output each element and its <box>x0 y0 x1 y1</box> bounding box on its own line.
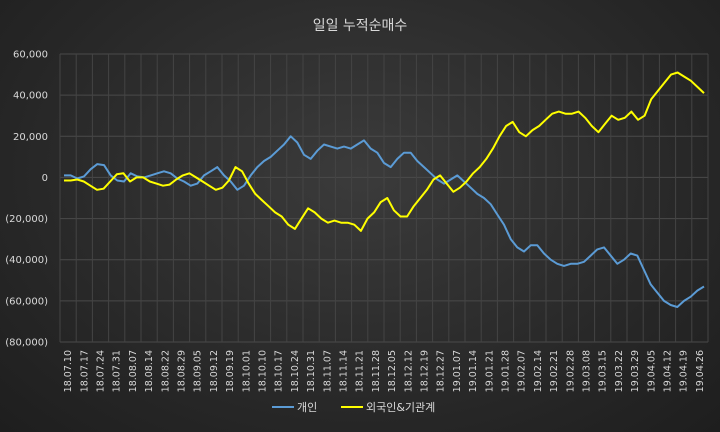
y-tick-label: 20,000 <box>13 132 48 143</box>
x-tick-label: 19.01.21 <box>484 350 495 392</box>
x-tick-label: 18.09.05 <box>193 350 204 392</box>
x-tick-label: 18.09.12 <box>209 350 220 392</box>
x-tick-label: 19.03.29 <box>630 350 641 392</box>
x-tick-label: 18.07.31 <box>112 350 123 392</box>
x-tick-label: 19.03.15 <box>598 350 609 392</box>
x-tick-label: 18.08.07 <box>128 350 139 392</box>
x-tick-label: 18.07.10 <box>63 350 74 392</box>
x-tick-label: 18.10.31 <box>306 350 317 392</box>
x-tick-label: 19.04.19 <box>679 350 690 392</box>
x-tick-label: 18.10.24 <box>290 350 301 392</box>
x-tick-label: 18.12.05 <box>387 350 398 392</box>
x-tick-label: 18.12.27 <box>436 350 447 392</box>
x-tick-label: 19.02.28 <box>565 350 576 392</box>
x-tick-label: 19.04.05 <box>646 350 657 392</box>
x-tick-label: 18.07.17 <box>79 350 90 392</box>
x-tick-label: 19.04.12 <box>663 350 674 392</box>
x-tick-label: 19.02.07 <box>517 350 528 392</box>
y-tick-label: (40,000) <box>5 255 48 266</box>
x-tick-label: 18.10.01 <box>241 350 252 392</box>
x-tick-label: 19.04.26 <box>695 350 706 392</box>
x-tick-label: 18.07.24 <box>96 350 107 392</box>
x-tick-label: 18.08.14 <box>144 350 155 392</box>
series-line-1 <box>64 135 705 308</box>
x-tick-label: 18.10.17 <box>274 350 285 392</box>
x-tick-label: 18.08.29 <box>177 350 188 392</box>
legend: 개인 외국인&기관계 <box>272 401 435 414</box>
x-tick-label: 18.11.07 <box>322 350 333 392</box>
x-tick-label: 18.12.19 <box>420 350 431 392</box>
x-tick-label: 19.01.07 <box>452 350 463 392</box>
x-tick-label: 18.09.19 <box>225 350 236 392</box>
y-axis: 60,000 40,000 20,000 0 (20,000) (40,000) (60,0… <box>5 50 48 349</box>
y-tick-label: (60,000) <box>5 296 48 307</box>
x-tick-label: 19.01.28 <box>501 350 512 392</box>
y-tick-label: 60,000 <box>13 50 48 61</box>
x-tick-label: 19.03.08 <box>582 350 593 392</box>
x-tick-label: 18.08.22 <box>160 350 171 392</box>
x-tick-label: 19.02.21 <box>549 350 560 392</box>
x-tick-label: 18.11.21 <box>355 350 366 392</box>
y-tick-label: 0 <box>42 173 48 184</box>
y-tick-label: (20,000) <box>5 214 48 225</box>
grid <box>59 53 709 343</box>
x-tick-label: 19.03.22 <box>614 350 625 392</box>
x-tick-label: 19.02.14 <box>533 350 544 392</box>
legend-label-2: 외국인&기관계 <box>366 401 435 414</box>
series-line-2 <box>64 71 705 232</box>
x-tick-label: 18.10.10 <box>258 350 269 392</box>
x-tick-label: 19.01.14 <box>468 350 479 392</box>
x-tick-label: 18.12.12 <box>403 350 414 392</box>
y-tick-label: (80,000) <box>5 338 48 349</box>
legend-label-1: 개인 <box>297 401 317 414</box>
x-tick-label: 18.11.14 <box>339 350 350 392</box>
y-tick-label: 40,000 <box>13 91 48 102</box>
chart-title: 일일 누적순매수 <box>313 18 408 34</box>
plot-lines <box>64 71 705 308</box>
x-axis: 18.07.10 18.07.17 18.07.24 18.07.31 18.08.07… <box>63 350 706 392</box>
x-tick-label: 18.11.28 <box>371 350 382 392</box>
